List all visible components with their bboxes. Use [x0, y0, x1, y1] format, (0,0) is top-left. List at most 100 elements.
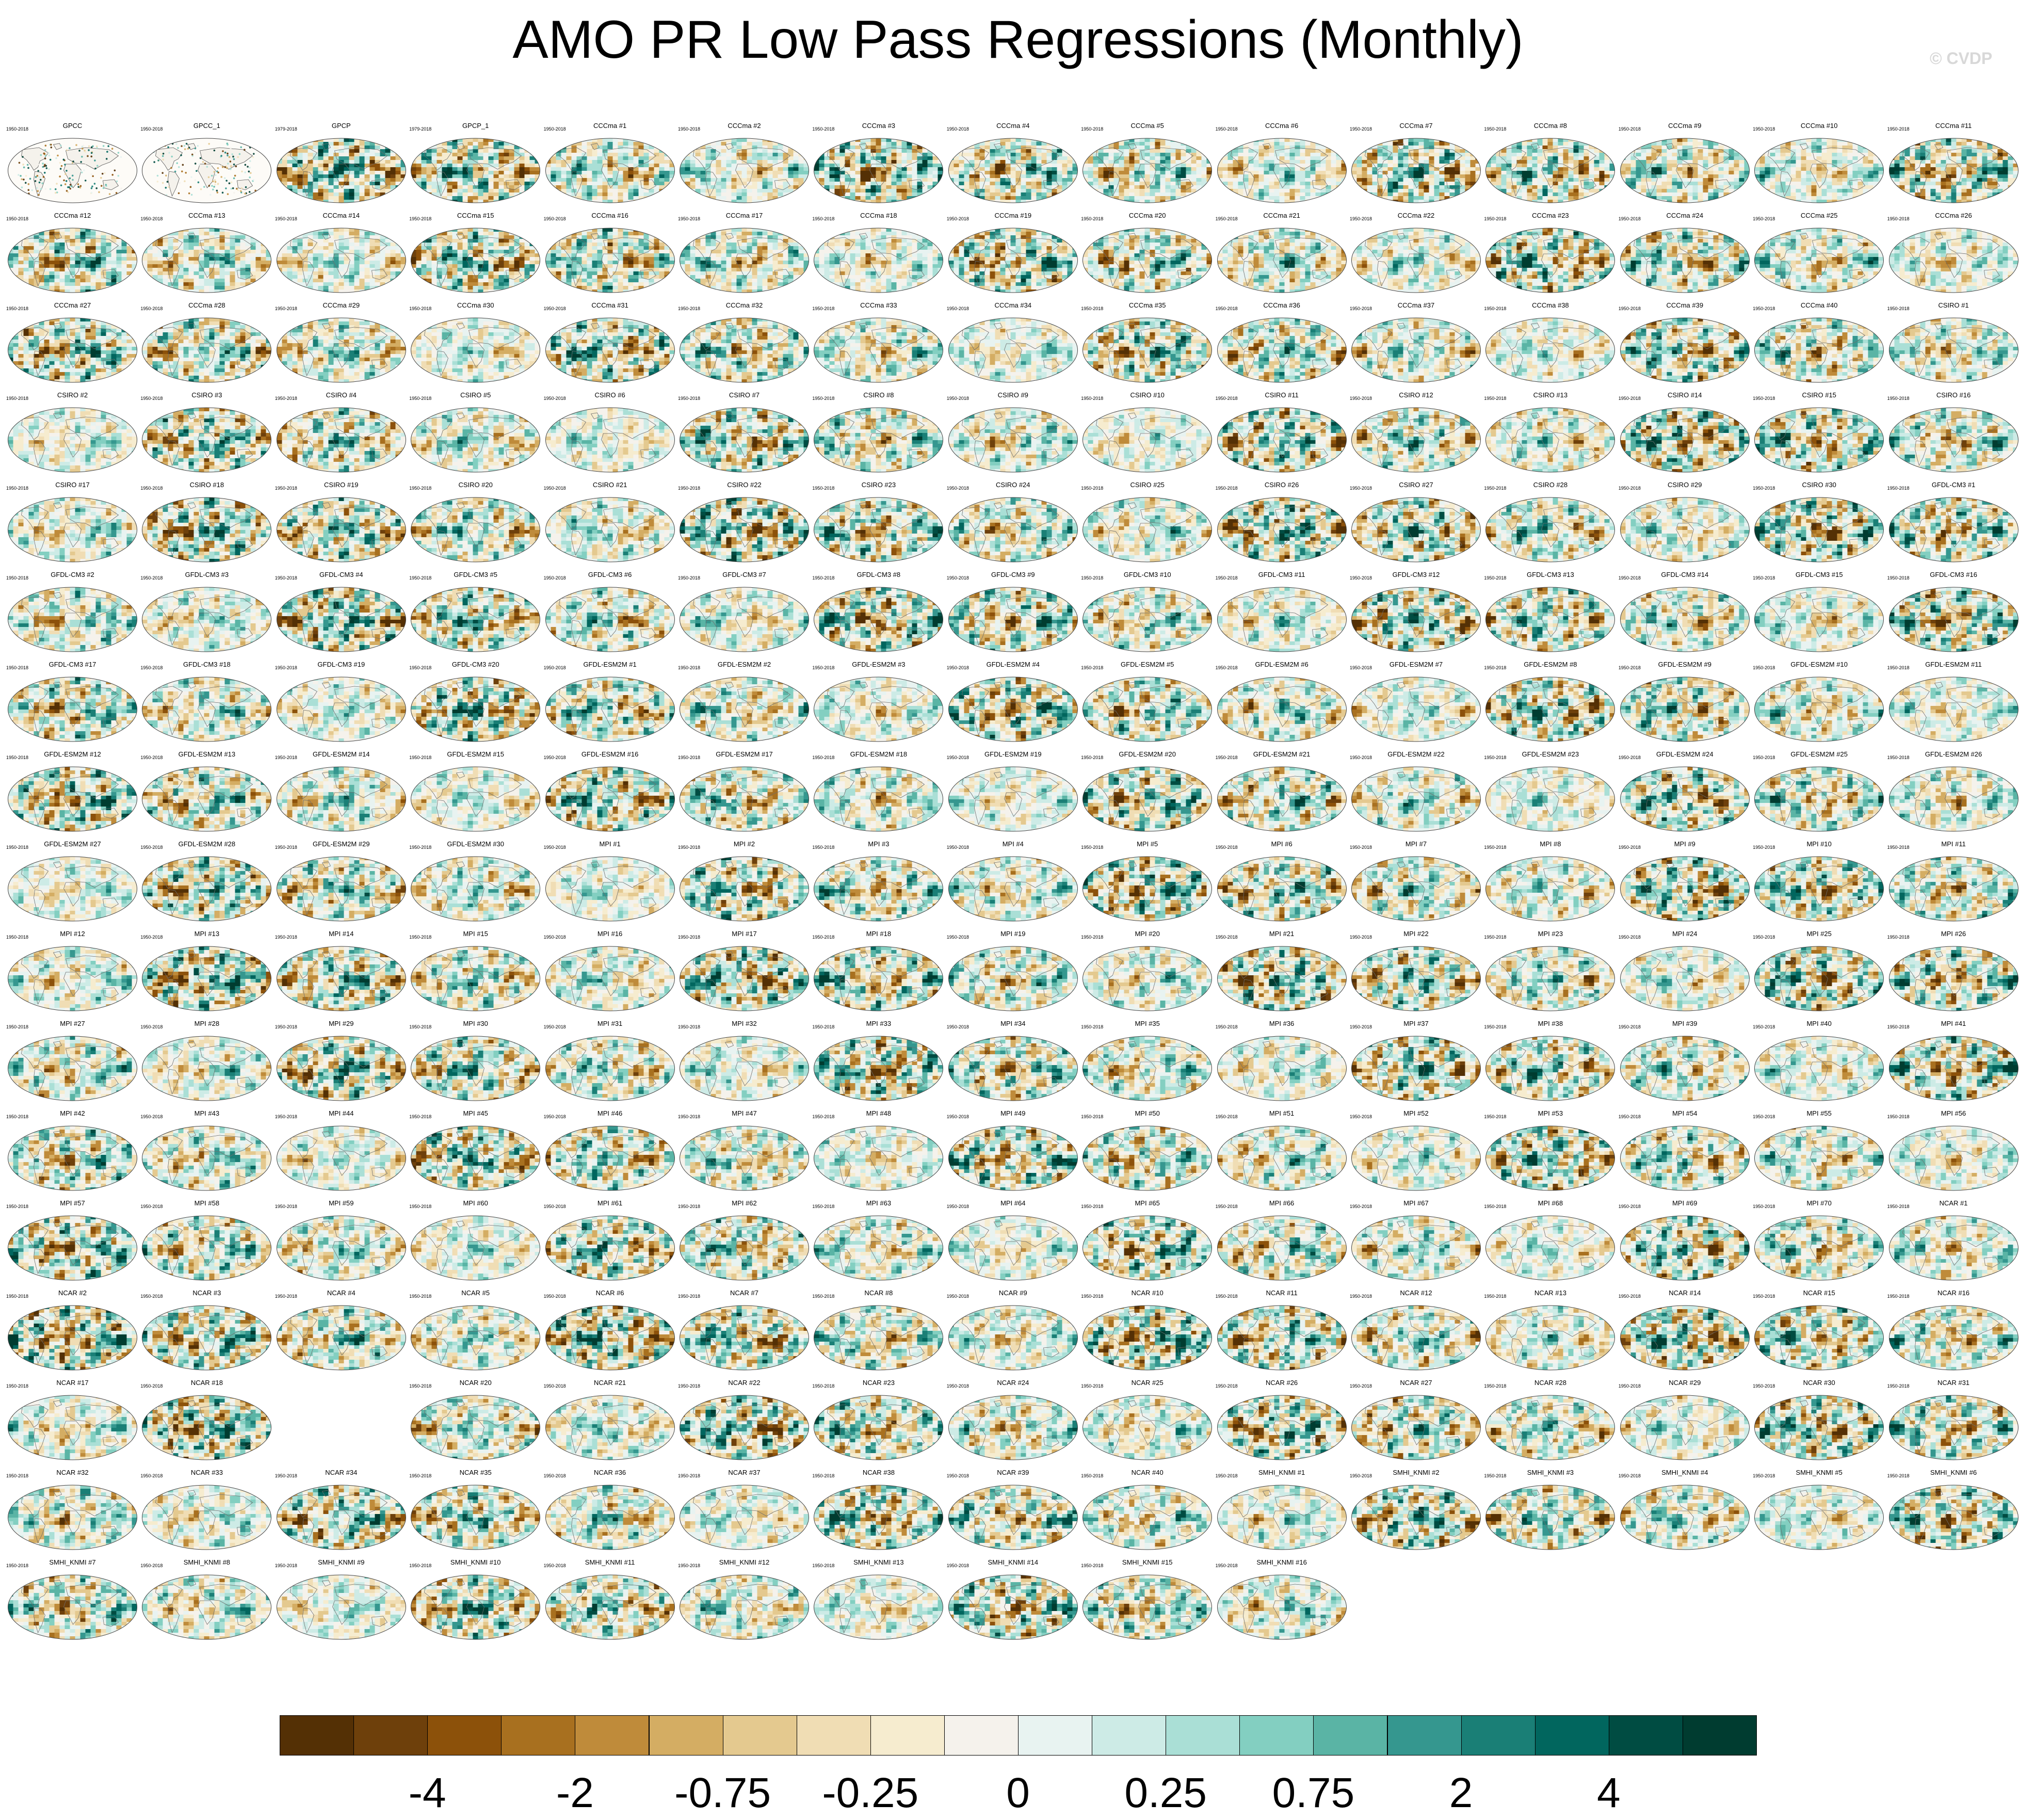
panel-years: 1950-2018 — [1350, 1114, 1372, 1120]
regression-map — [139, 481, 274, 570]
regression-map — [274, 1199, 409, 1288]
panel-years: 1950-2018 — [947, 935, 969, 940]
regression-map — [543, 301, 677, 390]
map-panel: GFDL-CM3 #12 1950-2018 — [1349, 571, 1483, 659]
regression-map — [677, 1109, 812, 1198]
panel-years: 1950-2018 — [1216, 1294, 1238, 1299]
map-panel: GFDL-CM3 #10 1950-2018 — [1080, 571, 1215, 659]
regression-map — [1349, 1199, 1483, 1288]
map-panel: NCAR #34 1950-2018 — [274, 1469, 409, 1557]
panel-years: 1950-2018 — [812, 486, 834, 491]
panel-years: 1950-2018 — [1081, 1383, 1103, 1389]
map-panel: MPI #49 1950-2018 — [946, 1109, 1080, 1198]
map-panel: CCCma #8 1950-2018 — [1483, 122, 1618, 211]
regression-map — [1752, 930, 1886, 1019]
map-panel: NCAR #27 1950-2018 — [1349, 1379, 1483, 1468]
regression-map — [946, 930, 1080, 1019]
map-panel: MPI #17 1950-2018 — [677, 930, 812, 1019]
map-panel: GFDL-ESM2M #22 1950-2018 — [1349, 750, 1483, 839]
regression-map — [1886, 212, 2021, 300]
regression-map — [408, 481, 543, 570]
panel-years: 1950-2018 — [6, 126, 28, 132]
map-panel: CCCma #19 1950-2018 — [946, 212, 1080, 300]
map-panel: MPI #50 1950-2018 — [1080, 1109, 1215, 1198]
panel-years: 1950-2018 — [409, 1114, 431, 1120]
panel-years: 1950-2018 — [409, 1204, 431, 1210]
regression-map — [946, 750, 1080, 839]
panel-years: 1950-2018 — [1753, 216, 1775, 222]
panel-years: 1950-2018 — [140, 396, 163, 401]
regression-map — [408, 1109, 543, 1198]
regression-map — [408, 1289, 543, 1378]
map-panel: GFDL-ESM2M #3 1950-2018 — [811, 661, 946, 749]
panel-years: 1950-2018 — [1216, 1473, 1238, 1479]
regression-map — [1886, 1020, 2021, 1108]
colorbar-swatch — [1313, 1715, 1387, 1755]
regression-map — [1618, 212, 1752, 300]
map-panel: SMHI_KNMI #9 1950-2018 — [274, 1558, 409, 1647]
regression-map — [408, 1199, 543, 1288]
map-panel: CCCma #31 1950-2018 — [543, 301, 677, 390]
map-panel: GFDL-CM3 #13 1950-2018 — [1483, 571, 1618, 659]
map-panel: SMHI_KNMI #5 1950-2018 — [1752, 1469, 1886, 1557]
panel-years: 1950-2018 — [1753, 1383, 1775, 1389]
map-panel: CSIRO #30 1950-2018 — [1752, 481, 1886, 570]
panel-years: 1950-2018 — [544, 216, 566, 222]
regression-map — [274, 481, 409, 570]
map-panel: MPI #42 1950-2018 — [5, 1109, 140, 1198]
map-panel: GFDL-CM3 #17 1950-2018 — [5, 661, 140, 749]
panel-years: 1950-2018 — [1081, 306, 1103, 312]
regression-map — [274, 122, 409, 211]
panel-years: 1950-2018 — [6, 1383, 28, 1389]
panel-years: 1950-2018 — [1350, 1383, 1372, 1389]
map-panel: NCAR #33 1950-2018 — [139, 1469, 274, 1557]
map-panel: NCAR #12 1950-2018 — [1349, 1289, 1483, 1378]
map-panel: MPI #32 1950-2018 — [677, 1020, 812, 1108]
panel-years: 1950-2018 — [1484, 935, 1506, 940]
panel-years: 1950-2018 — [812, 1563, 834, 1569]
map-panel: GFDL-CM3 #7 1950-2018 — [677, 571, 812, 659]
panel-years: 1950-2018 — [1887, 1383, 1910, 1389]
map-panel: CSIRO #27 1950-2018 — [1349, 481, 1483, 570]
colorbar-swatch — [1609, 1715, 1683, 1755]
map-panel: GFDL-CM3 #5 1950-2018 — [408, 571, 543, 659]
regression-map — [1080, 1379, 1215, 1468]
panel-years: 1950-2018 — [1484, 1294, 1506, 1299]
regression-map — [1483, 1379, 1618, 1468]
map-panel: CCCma #33 1950-2018 — [811, 301, 946, 390]
regression-map — [139, 840, 274, 929]
panel-years: 1950-2018 — [1216, 1114, 1238, 1120]
map-panel: MPI #48 1950-2018 — [811, 1109, 946, 1198]
regression-map — [5, 840, 140, 929]
regression-map — [946, 122, 1080, 211]
panel-years: 1950-2018 — [1619, 1114, 1641, 1120]
map-panel: MPI #4 1950-2018 — [946, 840, 1080, 929]
panel-years: 1950-2018 — [1619, 126, 1641, 132]
regression-map — [946, 1379, 1080, 1468]
map-panel: CCCma #2 1950-2018 — [677, 122, 812, 211]
panel-years: 1950-2018 — [1619, 1204, 1641, 1210]
colorbar-tick-label: 0.25 — [1109, 1767, 1222, 1819]
regression-map — [1483, 481, 1618, 570]
map-panel: GFDL-CM3 #6 1950-2018 — [543, 571, 677, 659]
panel-years: 1950-2018 — [409, 755, 431, 761]
map-panel: SMHI_KNMI #8 1950-2018 — [139, 1558, 274, 1647]
map-panel: NCAR #39 1950-2018 — [946, 1469, 1080, 1557]
map-panel: GFDL-CM3 #11 1950-2018 — [1215, 571, 1349, 659]
panel-years: 1950-2018 — [1484, 1024, 1506, 1030]
regression-map — [5, 1020, 140, 1108]
panel-years: 1950-2018 — [275, 935, 297, 940]
map-panel: GFDL-CM3 #14 1950-2018 — [1618, 571, 1752, 659]
map-panel: CCCma #26 1950-2018 — [1886, 212, 2021, 300]
map-panel: CSIRO #28 1950-2018 — [1483, 481, 1618, 570]
map-panel: GFDL-ESM2M #27 1950-2018 — [5, 840, 140, 929]
map-panel: GFDL-CM3 #20 1950-2018 — [408, 661, 543, 749]
map-panel: CSIRO #15 1950-2018 — [1752, 391, 1886, 480]
panel-years: 1950-2018 — [1484, 755, 1506, 761]
map-panel: NCAR #25 1950-2018 — [1080, 1379, 1215, 1468]
panel-years: 1950-2018 — [678, 755, 700, 761]
panel-years: 1950-2018 — [409, 575, 431, 581]
map-panel: CCCma #15 1950-2018 — [408, 212, 543, 300]
panel-years: 1950-2018 — [409, 935, 431, 940]
regression-map — [811, 750, 946, 839]
